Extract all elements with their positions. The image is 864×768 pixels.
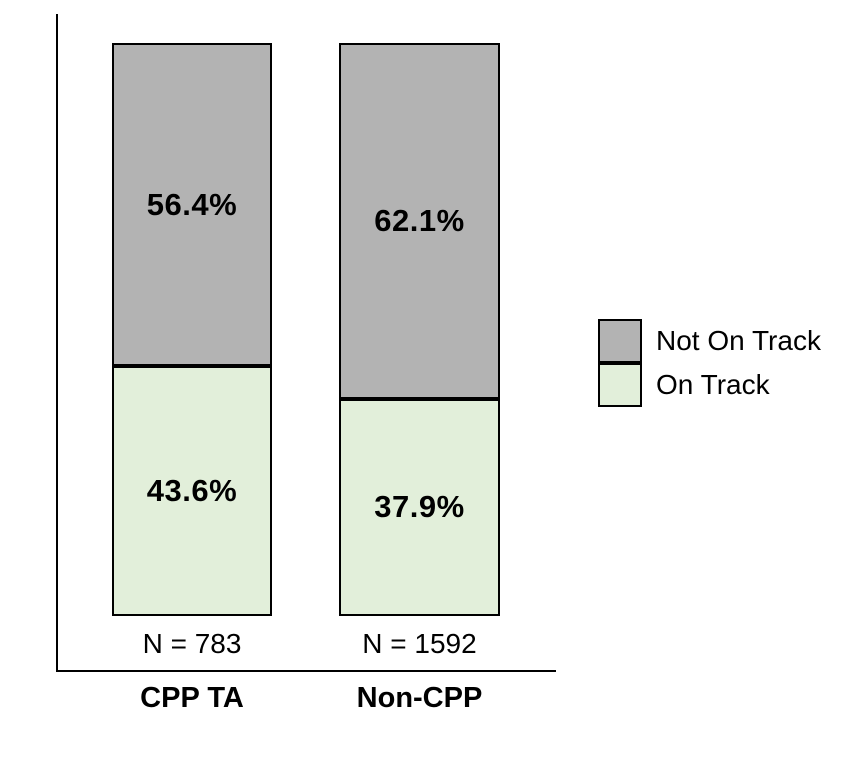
y-axis-line xyxy=(56,14,58,672)
legend-entry-on-track: On Track xyxy=(598,363,821,407)
bar-segment-not-on-track: 62.1% xyxy=(339,43,500,399)
legend-swatch-on-track xyxy=(598,363,642,407)
legend: Not On Track On Track xyxy=(598,319,821,407)
bar-segment-on-track: 37.9% xyxy=(339,398,500,616)
segment-value-label: 56.4% xyxy=(146,186,238,222)
legend-swatch-not-on-track xyxy=(598,319,642,363)
x-axis-category-non-cpp: Non-CPP xyxy=(356,682,483,714)
bar-segment-not-on-track: 56.4% xyxy=(112,43,272,367)
bar-segment-on-track: 43.6% xyxy=(112,366,272,616)
legend-label-not-on-track: Not On Track xyxy=(656,325,821,356)
x-axis-line xyxy=(56,670,556,672)
x-axis-category-cpp-ta: CPP TA xyxy=(140,682,244,714)
legend-entry-not-on-track: Not On Track xyxy=(598,319,821,363)
segment-value-label: 43.6% xyxy=(146,473,238,509)
legend-label-on-track: On Track xyxy=(656,369,770,400)
segment-value-label: 37.9% xyxy=(374,489,465,525)
sample-size-label-non-cpp: N = 1592 xyxy=(362,628,477,659)
stacked-bar-cpp-ta: 56.4% 43.6% xyxy=(112,43,272,616)
sample-size-label-cpp-ta: N = 783 xyxy=(142,628,242,659)
segment-value-label: 62.1% xyxy=(374,202,465,238)
stacked-bar-non-cpp: 62.1% 37.9% xyxy=(339,43,500,616)
